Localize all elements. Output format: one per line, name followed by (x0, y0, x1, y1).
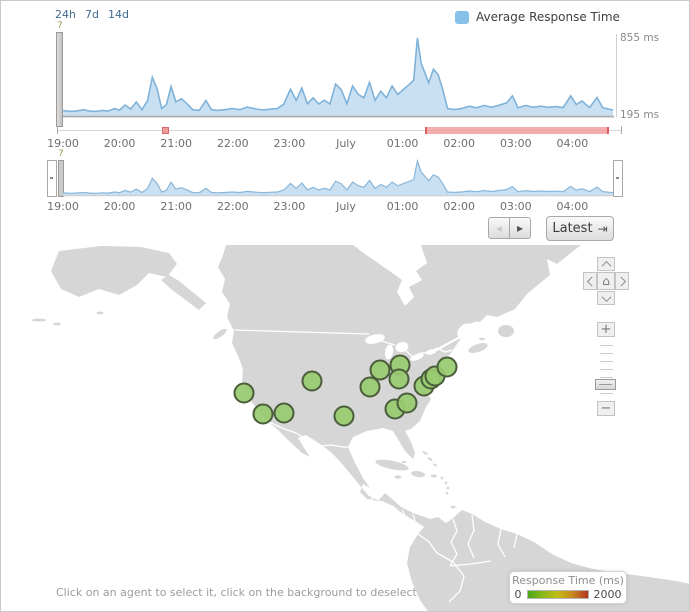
track-start-tick (57, 126, 58, 134)
x-axis-tick-label: 23:00 (273, 137, 306, 150)
zoom-slider-handle[interactable] (595, 379, 616, 390)
skip-to-end-icon: ⇥ (597, 221, 608, 236)
map-hint-text: Click on an agent to select it, click on… (56, 586, 417, 599)
home-icon: ⌂ (602, 274, 610, 288)
x-axis-tick-label: 23:00 (273, 200, 306, 213)
agent-markers (233, 354, 458, 427)
agent-marker[interactable] (333, 405, 355, 427)
x-axis-tick-label: 02:00 (443, 200, 476, 213)
y-axis-line (616, 34, 617, 117)
agent-marker[interactable] (273, 402, 295, 424)
response-time-gradient-bar (526, 590, 589, 599)
x-axis-tick-label: 19:00 (47, 200, 79, 213)
latest-label: Latest (552, 221, 593, 236)
pan-right-button[interactable] (615, 272, 629, 290)
x-axis-tick-label: 22:00 (216, 137, 249, 150)
zoom-slider-tick (600, 345, 613, 346)
period-link-24h[interactable]: 24h (55, 8, 76, 21)
islands (375, 320, 514, 509)
landmass (32, 245, 689, 611)
navigator-area-line (63, 159, 614, 194)
legend-max-value: 2000 (593, 588, 622, 601)
x-axis-tick-label: 04:00 (556, 200, 589, 213)
response-time-chart[interactable] (63, 31, 614, 118)
navigator-chart[interactable] (63, 159, 614, 197)
navigator-left-handle-bar[interactable] (58, 160, 64, 197)
x-axis-tick-label: 03:00 (499, 137, 532, 150)
period-link-7d[interactable]: 7d (84, 8, 99, 21)
chevron-right-icon (615, 276, 626, 286)
agent-marker[interactable] (359, 376, 381, 398)
navigator-area-fill (63, 161, 613, 196)
track-end-tick (621, 126, 622, 134)
y-axis-min-label: 195 ms (620, 109, 660, 121)
zoom-slider-tick (600, 393, 613, 394)
x-axis-tick-label: 03:00 (499, 200, 532, 213)
chevron-left-icon (586, 276, 597, 286)
pan-left-button[interactable] (583, 272, 597, 290)
agent-marker[interactable] (252, 403, 274, 425)
problem-range-bar[interactable] (425, 127, 609, 134)
y-axis-max-label: 855 ms (620, 32, 660, 44)
chevron-down-icon (601, 291, 611, 302)
navigator-right-handle[interactable] (613, 160, 623, 197)
chevron-up-icon (601, 260, 611, 271)
zoom-slider-tick (600, 377, 613, 378)
zoom-level-label: 7 (58, 149, 64, 159)
navigator-left-handle[interactable] (47, 160, 57, 197)
agent-marker[interactable] (436, 356, 458, 378)
x-axis-tick-label: 21:00 (160, 137, 193, 150)
latest-button[interactable]: Latest ⇥ (546, 216, 614, 241)
period-link-14d[interactable]: 14d (107, 8, 129, 21)
zoom-slider-tick (600, 369, 613, 370)
x-axis-tick-label: 02:00 (443, 137, 476, 150)
x-axis-tick-label: July (336, 137, 356, 150)
agent-marker[interactable] (301, 370, 323, 392)
series-legend-label[interactable]: Average Response Time (476, 10, 620, 24)
minus-icon: − (600, 401, 612, 416)
area-series-line (63, 37, 614, 113)
x-axis-tick-label: 04:00 (556, 137, 589, 150)
area-series-fill (63, 38, 613, 117)
chart-legend: Average Response Time (455, 10, 620, 24)
time-period-links: 24h 7d 14d (55, 8, 129, 21)
response-time-legend-title: Response Time (ms) (512, 574, 624, 587)
problem-marker[interactable] (162, 127, 169, 134)
x-axis-tick-label: 22:00 (216, 200, 249, 213)
main-chart-left-handle[interactable] (56, 32, 63, 127)
x-axis-tick-label: July (336, 200, 356, 213)
right-arrow-icon: ▸ (516, 221, 524, 235)
pan-up-button[interactable] (597, 257, 615, 271)
agent-marker[interactable] (396, 392, 418, 414)
zoom-out-button[interactable]: − (597, 401, 615, 416)
zoom-in-button[interactable]: + (597, 322, 615, 337)
zoom-level-label: 7 (57, 21, 63, 31)
agent-marker[interactable] (233, 382, 255, 404)
map-home-button[interactable]: ⌂ (597, 272, 615, 290)
timeline-track[interactable] (57, 130, 622, 131)
legend-min-value: 0 (514, 588, 522, 601)
x-axis-tick-label: 20:00 (103, 200, 136, 213)
x-axis-tick-label: 01:00 (386, 137, 419, 150)
zoom-slider-tick (600, 353, 613, 354)
country-borders (233, 329, 518, 603)
plus-icon: + (600, 322, 612, 337)
x-axis-tick-label: 19:00 (47, 137, 79, 150)
left-arrow-icon: ◂ (495, 221, 503, 235)
agent-marker[interactable] (388, 368, 410, 390)
series-color-swatch[interactable] (455, 10, 469, 24)
x-axis-tick-label: 21:00 (160, 200, 193, 213)
x-axis-tick-label: 20:00 (103, 137, 136, 150)
agent-marker[interactable] (369, 359, 391, 381)
scroll-left-button[interactable]: ◂ (488, 217, 510, 239)
scroll-right-button[interactable]: ▸ (509, 217, 531, 239)
response-time-legend: Response Time (ms) 0 2000 (509, 571, 627, 604)
x-axis-tick-label: 01:00 (386, 200, 419, 213)
agents-map[interactable] (1, 243, 690, 612)
zoom-slider-tick (600, 361, 613, 362)
pan-down-button[interactable] (597, 291, 615, 305)
water-bodies (353, 245, 487, 521)
